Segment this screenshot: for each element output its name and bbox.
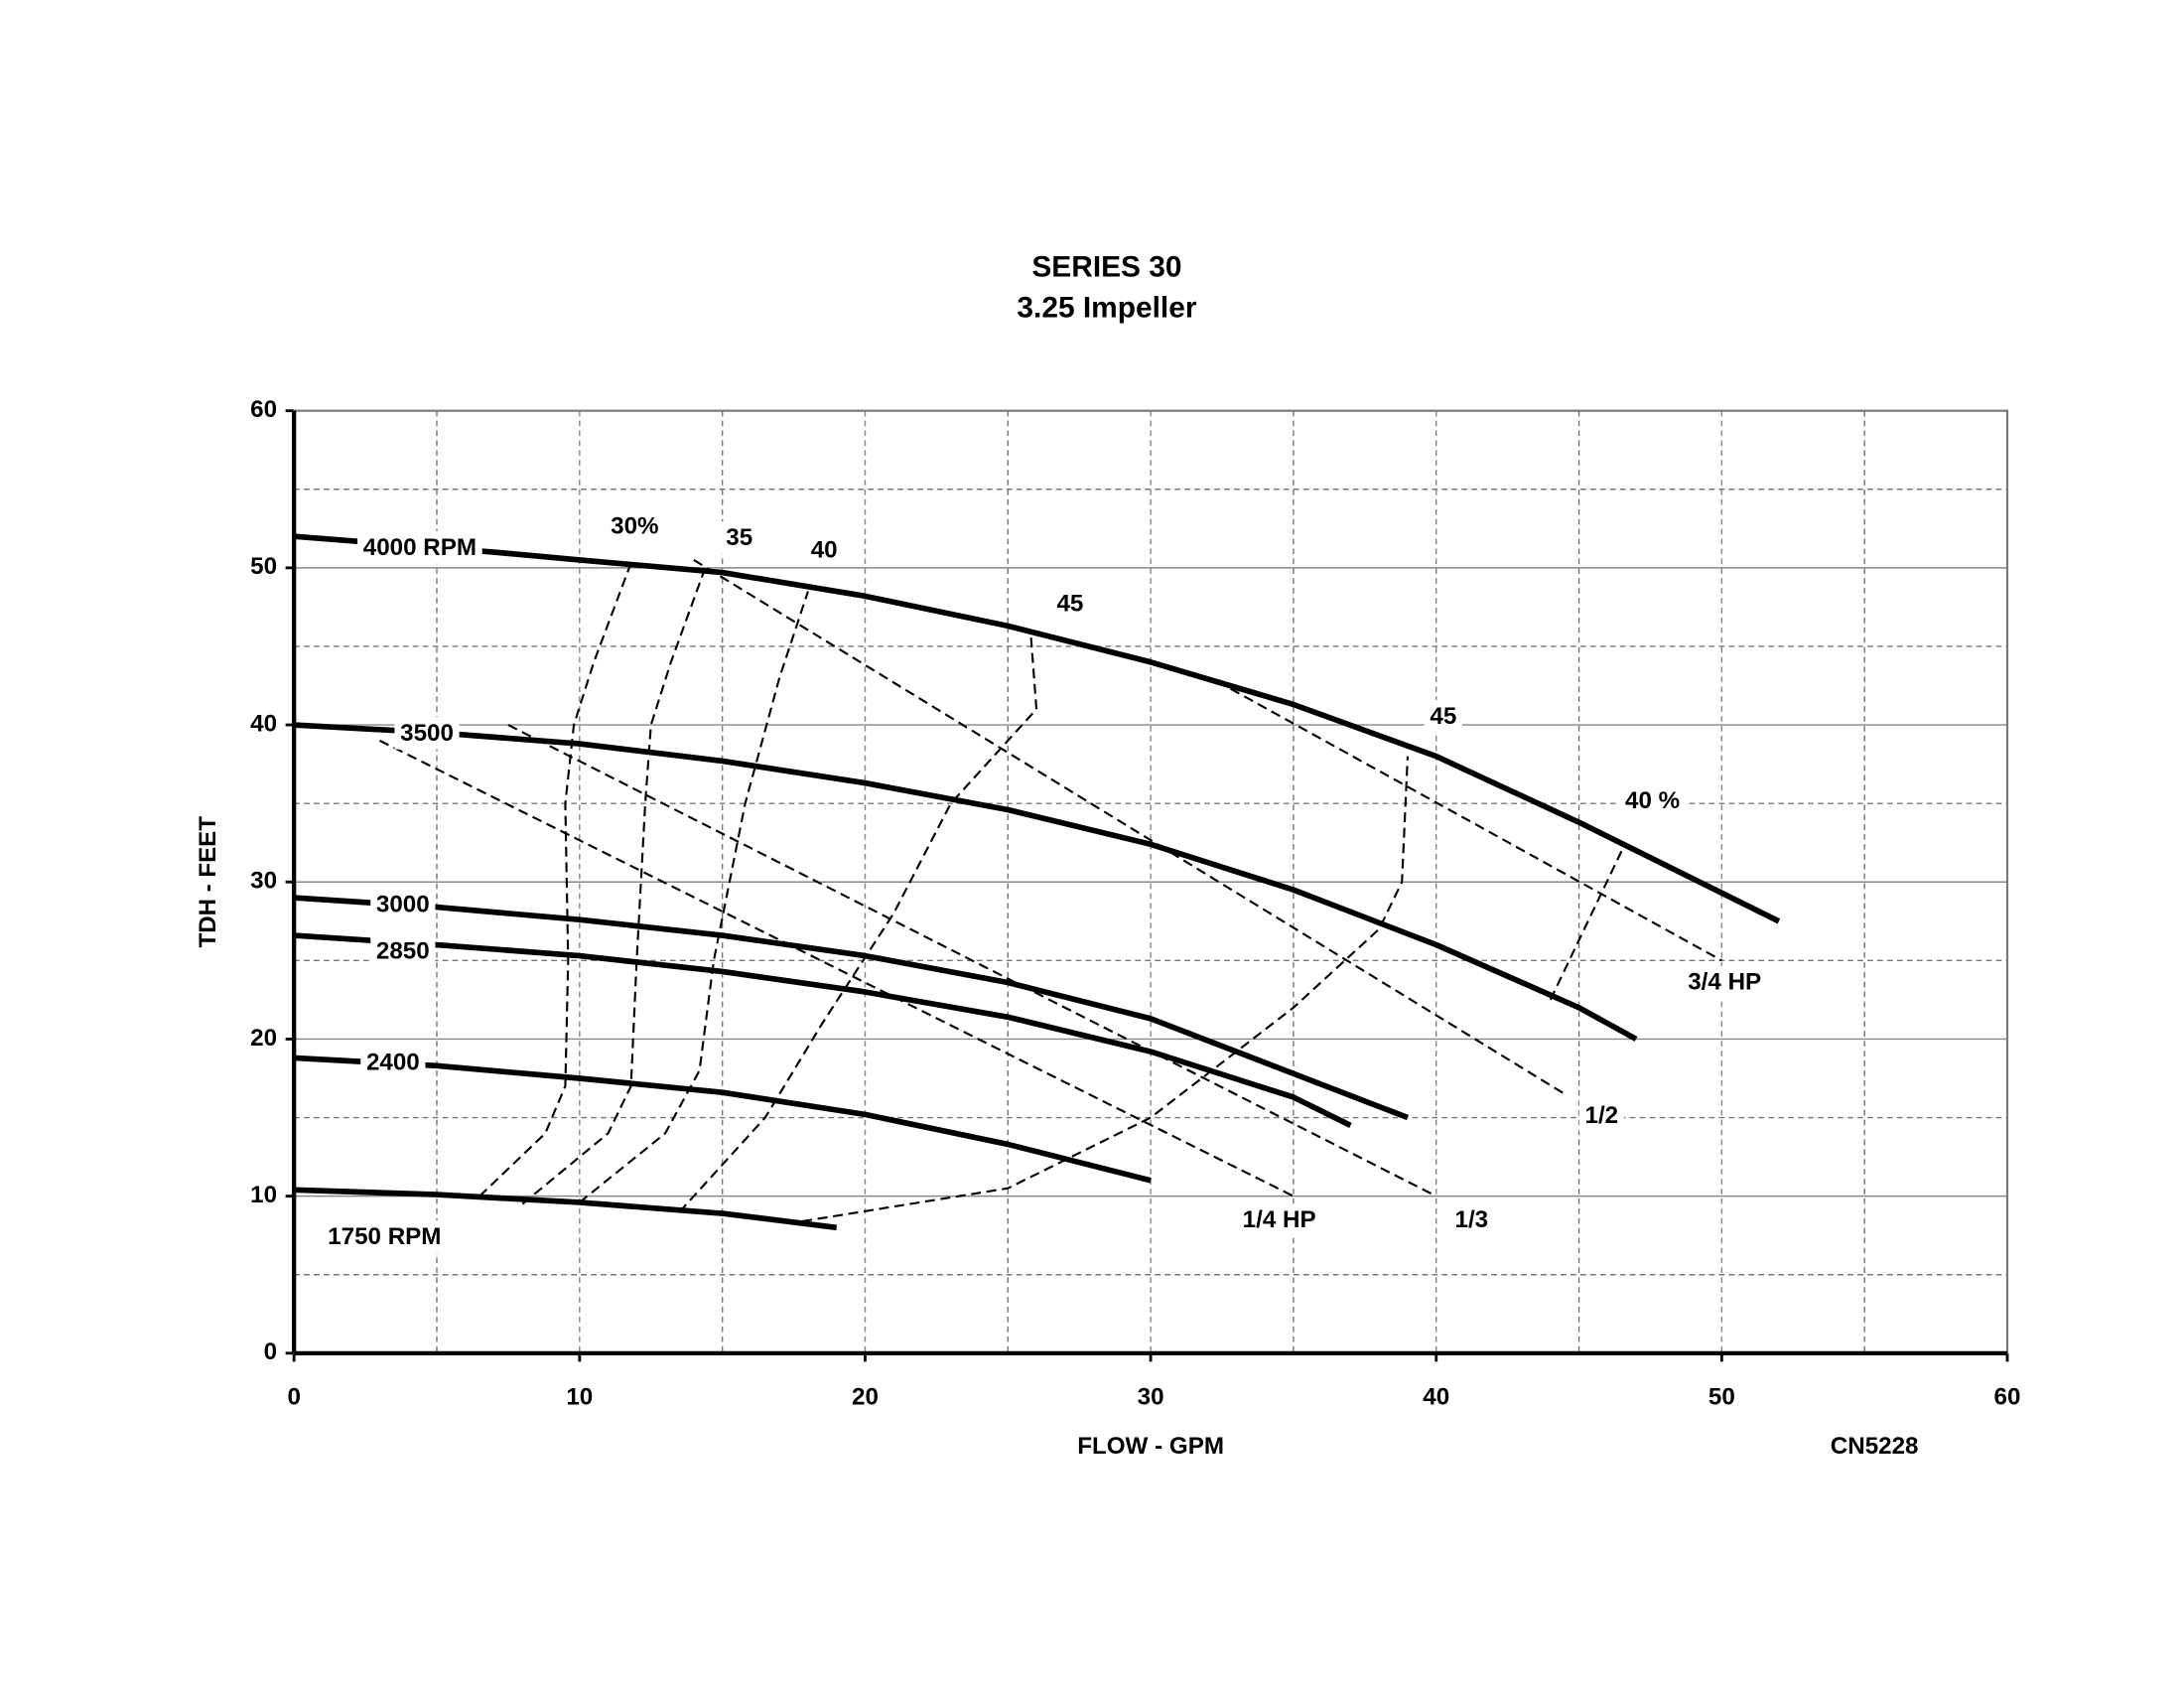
dashed-curve xyxy=(678,633,1038,1213)
label-background xyxy=(360,1046,426,1079)
dashed-curve xyxy=(1549,850,1623,1001)
series-label: 45 xyxy=(1430,703,1456,730)
label-background xyxy=(357,531,482,564)
dashed-curve xyxy=(1230,687,1722,962)
pump-curve xyxy=(294,1055,1152,1184)
y-tick-label: 20 xyxy=(250,1025,277,1052)
series-label: 35 xyxy=(726,524,752,551)
dashed-curve xyxy=(802,756,1410,1222)
dashed-curve xyxy=(521,567,707,1205)
pump-curve xyxy=(293,533,1781,924)
chart-title: SERIES 30 xyxy=(1031,251,1181,284)
series-label: 30% xyxy=(611,513,658,540)
pump-curve xyxy=(293,932,1352,1128)
series-label: 1/4 HP xyxy=(1243,1206,1316,1233)
series-label: 45 xyxy=(1056,591,1083,618)
y-tick-label: 60 xyxy=(250,396,277,423)
label-background xyxy=(805,533,844,567)
dashed-curve xyxy=(478,562,632,1197)
series-label: 40 xyxy=(811,537,838,564)
label-background xyxy=(1050,587,1090,621)
label-background xyxy=(1237,1203,1322,1236)
x-tick-label: 60 xyxy=(1994,1384,2021,1411)
label-background xyxy=(605,509,665,543)
x-tick-label: 50 xyxy=(1708,1384,1735,1411)
series-label: 40 % xyxy=(1625,787,1680,814)
series-label: 2850 xyxy=(376,937,430,964)
label-background xyxy=(1448,1203,1494,1236)
label-background xyxy=(1619,784,1686,817)
series-label: 2400 xyxy=(366,1049,420,1075)
label-background xyxy=(720,521,758,554)
y-tick-label: 10 xyxy=(250,1182,277,1208)
series-label: 4000 RPM xyxy=(363,534,477,561)
x-tick-label: 20 xyxy=(852,1384,879,1411)
series-label: 3000 xyxy=(376,892,430,918)
chart-subtitle: 3.25 Impeller xyxy=(1017,292,1196,325)
y-tick-label: 0 xyxy=(264,1338,277,1365)
label-background xyxy=(322,1220,448,1253)
series-label: 1750 RPM xyxy=(328,1223,441,1250)
x-tick-label: 40 xyxy=(1423,1384,1449,1411)
label-background xyxy=(370,934,436,968)
label-background xyxy=(394,717,460,750)
pump-curve xyxy=(294,722,1638,1042)
y-tick-label: 50 xyxy=(250,553,277,580)
label-background xyxy=(1424,700,1463,733)
series-label: 3/4 HP xyxy=(1688,969,1761,996)
annotation: CN5228 xyxy=(1831,1433,1919,1460)
label-background xyxy=(1578,1099,1624,1133)
x-tick-label: 10 xyxy=(566,1384,593,1411)
series-label: 1/3 xyxy=(1455,1206,1489,1233)
label-background xyxy=(1682,965,1767,999)
y-tick-label: 30 xyxy=(250,868,277,895)
label-background xyxy=(370,888,436,921)
dashed-curve xyxy=(507,724,1437,1197)
y-axis-label: TDH - FEET xyxy=(195,816,221,948)
y-tick-label: 40 xyxy=(250,710,277,737)
x-tick-label: 0 xyxy=(287,1384,300,1411)
x-axis-label: FLOW - GPM xyxy=(1077,1433,1224,1460)
x-tick-label: 30 xyxy=(1138,1384,1164,1411)
series-label: 1/2 xyxy=(1585,1102,1619,1129)
dashed-curve xyxy=(579,591,809,1203)
series-label: 3500 xyxy=(400,720,454,747)
